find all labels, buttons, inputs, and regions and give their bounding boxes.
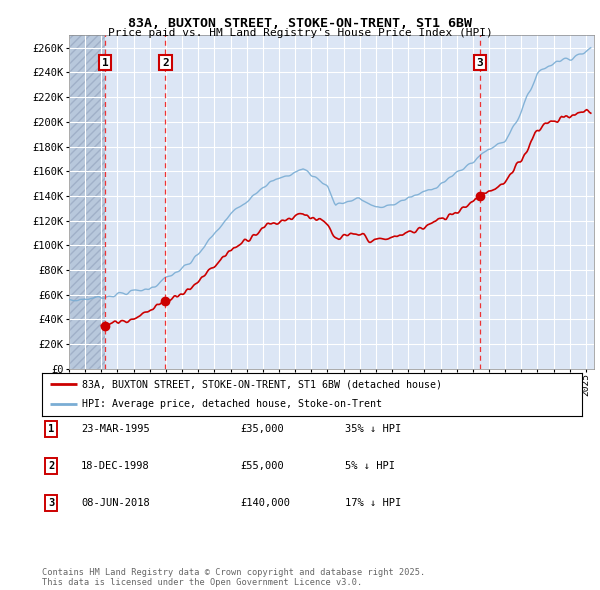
Text: 3: 3 — [476, 58, 484, 68]
Text: 17% ↓ HPI: 17% ↓ HPI — [345, 499, 401, 508]
Text: 35% ↓ HPI: 35% ↓ HPI — [345, 424, 401, 434]
Text: 23-MAR-1995: 23-MAR-1995 — [81, 424, 150, 434]
Text: 83A, BUXTON STREET, STOKE-ON-TRENT, ST1 6BW: 83A, BUXTON STREET, STOKE-ON-TRENT, ST1 … — [128, 17, 472, 30]
Text: 2: 2 — [48, 461, 54, 471]
Text: 5% ↓ HPI: 5% ↓ HPI — [345, 461, 395, 471]
Text: Price paid vs. HM Land Registry's House Price Index (HPI): Price paid vs. HM Land Registry's House … — [107, 28, 493, 38]
Text: 3: 3 — [48, 499, 54, 508]
Text: 18-DEC-1998: 18-DEC-1998 — [81, 461, 150, 471]
Bar — [69, 35, 105, 369]
Text: £140,000: £140,000 — [240, 499, 290, 508]
Text: 1: 1 — [101, 58, 109, 68]
Text: £55,000: £55,000 — [240, 461, 284, 471]
Text: £35,000: £35,000 — [240, 424, 284, 434]
Text: Contains HM Land Registry data © Crown copyright and database right 2025.
This d: Contains HM Land Registry data © Crown c… — [42, 568, 425, 587]
Text: 2: 2 — [162, 58, 169, 68]
Text: 83A, BUXTON STREET, STOKE-ON-TRENT, ST1 6BW (detached house): 83A, BUXTON STREET, STOKE-ON-TRENT, ST1 … — [83, 379, 443, 389]
Text: HPI: Average price, detached house, Stoke-on-Trent: HPI: Average price, detached house, Stok… — [83, 399, 383, 409]
Text: 1: 1 — [48, 424, 54, 434]
Text: 08-JUN-2018: 08-JUN-2018 — [81, 499, 150, 508]
